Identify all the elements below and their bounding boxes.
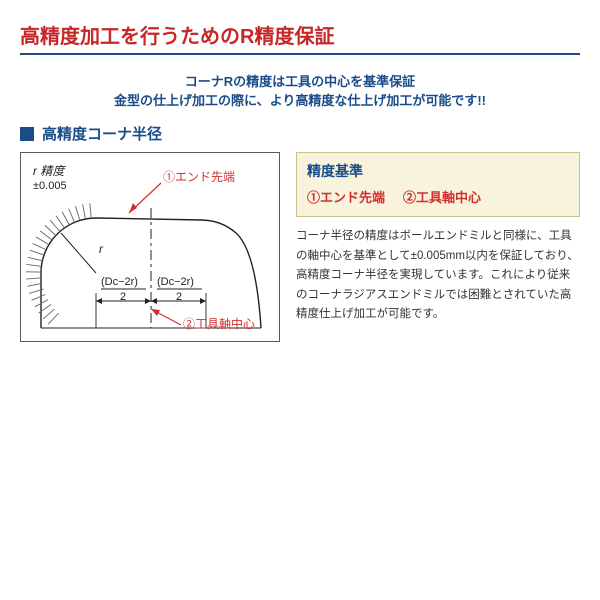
standard-box: 精度基準 ①エンド先端 ②工具軸中心	[296, 152, 580, 217]
standard-title: 精度基準	[307, 161, 569, 181]
r-precision-value: ±0.005	[33, 180, 67, 192]
banner: コーナRの精度は工具の中心を基準保証 金型の仕上げ加工の際に、より高精度な仕上げ…	[20, 71, 580, 109]
square-icon	[20, 127, 34, 141]
r-label: r	[99, 242, 104, 256]
description: コーナ半径の精度はボールエンドミルと同様に、工具の軸中心を基準として±0.005…	[296, 227, 580, 325]
standard-item-1: ①エンド先端	[307, 187, 385, 206]
dim-left-num: (Dc−2r)	[101, 276, 138, 288]
callout-1: ①エンド先端	[163, 170, 235, 184]
dim-right-den: 2	[176, 291, 182, 303]
dim-left-den: 2	[120, 291, 126, 303]
section-title: 高精度コーナ半径	[42, 123, 162, 144]
diagram: r r 精度 ±0.005 ①エンド先端 (Dc	[20, 152, 280, 342]
standard-item-2: ②工具軸中心	[403, 187, 481, 206]
r-precision-label: r 精度	[33, 164, 66, 178]
banner-line2: 金型の仕上げ加工の際に、より高精度な仕上げ加工が可能です!!	[20, 90, 580, 109]
dim-right-num: (Dc−2r)	[157, 276, 194, 288]
main-title: 高精度加工を行うためのR精度保証	[20, 20, 580, 55]
section-heading: 高精度コーナ半径	[20, 123, 580, 144]
callout-2: ②工具軸中心	[183, 316, 255, 331]
banner-line1: コーナRの精度は工具の中心を基準保証	[20, 71, 580, 90]
